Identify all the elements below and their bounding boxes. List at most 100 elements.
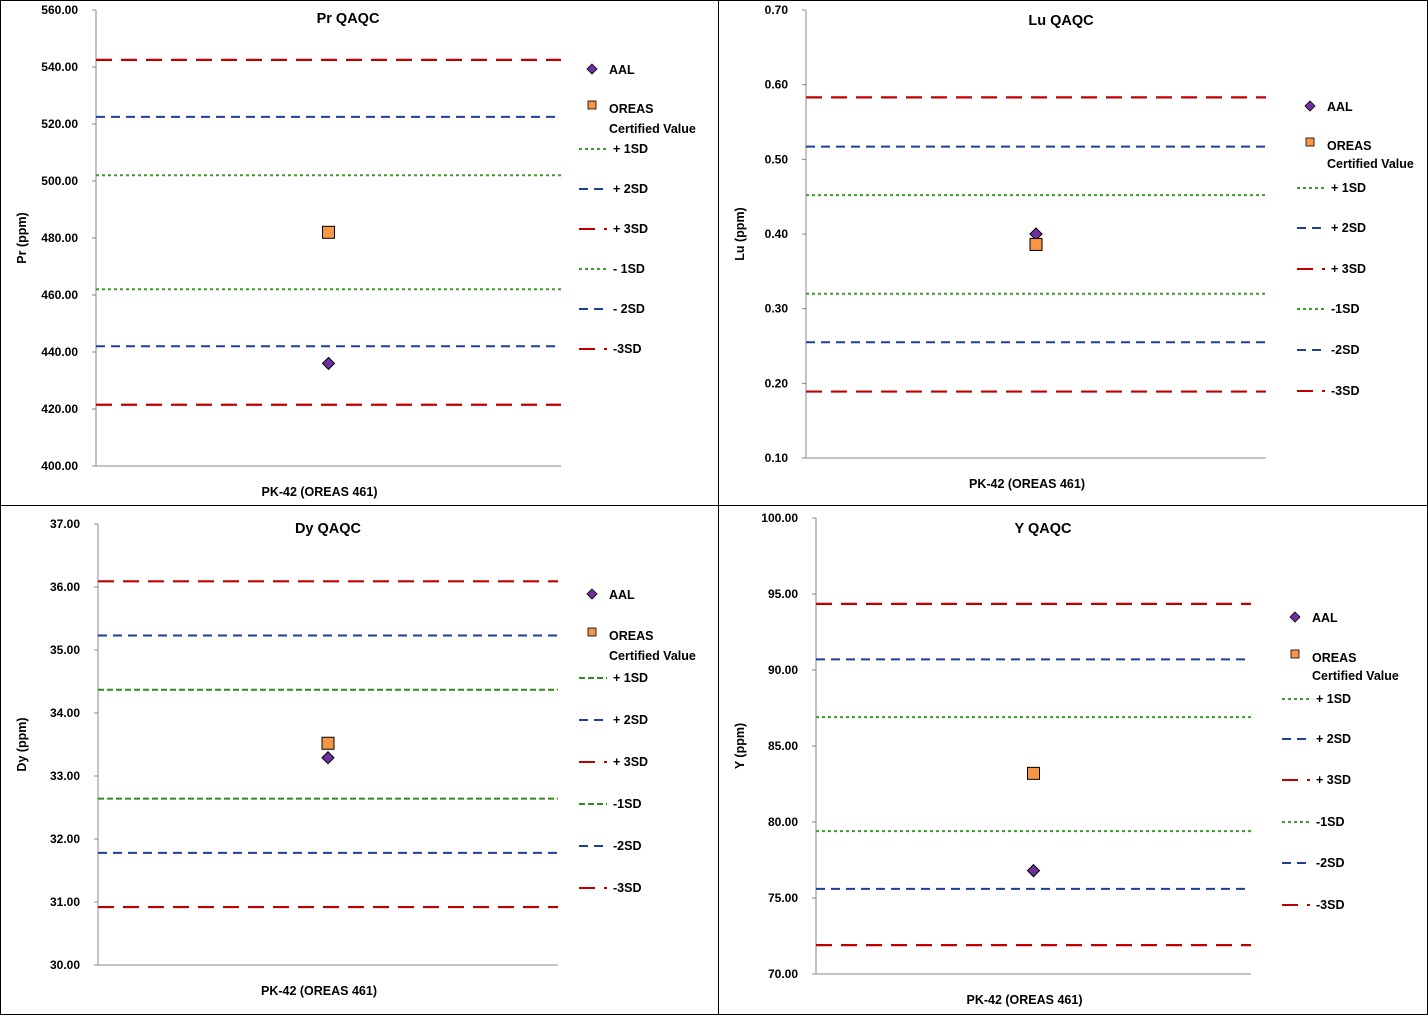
x-axis-label: PK-42 (OREAS 461) (969, 477, 1085, 491)
legend-label: + 3SD (1316, 773, 1351, 787)
y-tick-label: 85.00 (768, 739, 798, 753)
legend-label: OREAS (609, 629, 653, 643)
y-tick-label: 480.00 (41, 231, 78, 245)
y-tick-label: 90.00 (768, 663, 798, 677)
legend-label: + 3SD (613, 755, 648, 769)
y-axis-label: Pr (ppm) (15, 212, 29, 263)
chart-panel: 400.00 420.00 440.00 460.00 480.00 500.00 520.… (0, 0, 720, 507)
y-tick-label: 36.00 (50, 580, 80, 594)
x-axis-label: PK-42 (OREAS 461) (966, 993, 1082, 1007)
chart-title: Y QAQC (1015, 521, 1072, 537)
legend-label: -2SD (613, 839, 641, 853)
legend-label: + 2SD (1316, 732, 1351, 746)
y-tick-label: 75.00 (768, 891, 798, 905)
chart-svg: 400.00 420.00 440.00 460.00 480.00 500.00 520.… (15, 3, 696, 499)
legend-label: Certified Value (1327, 157, 1414, 171)
chart-title: Dy QAQC (295, 521, 362, 537)
x-axis-label: PK-42 (OREAS 461) (261, 984, 377, 998)
legend-aal-marker (1304, 100, 1316, 112)
legend-label: Certified Value (609, 122, 696, 136)
legend-aal-marker (586, 63, 598, 75)
legend-label: AAL (1327, 100, 1353, 114)
y-tick-label: 33.00 (50, 769, 80, 783)
legend-label: + 2SD (613, 182, 648, 196)
chart-title: Pr QAQC (317, 11, 380, 27)
y-tick-label: 0.60 (765, 78, 789, 92)
y-tick-label: 0.30 (765, 302, 789, 316)
y-tick-label: 30.00 (50, 958, 80, 972)
legend-label: + 1SD (1331, 181, 1366, 195)
legend-oreas-marker (1290, 649, 1300, 659)
legend-label: -3SD (613, 342, 641, 356)
y-axis-label: Lu (ppm) (733, 207, 747, 260)
legend-oreas-marker (587, 100, 597, 110)
chart-panel: 70.00 75.00 80.00 85.00 90.00 95.00 100.00 Y QA… (718, 505, 1428, 1015)
y-tick-label: 520.00 (41, 117, 78, 131)
y-tick-label: 95.00 (768, 587, 798, 601)
legend-label: OREAS (609, 102, 653, 116)
legend-label: + 1SD (1316, 692, 1351, 706)
oreas-point (322, 225, 335, 239)
y-tick-label: 0.10 (765, 451, 789, 465)
y-axis-label: Dy (ppm) (15, 717, 29, 771)
y-tick-label: 70.00 (768, 967, 798, 981)
legend-label: Certified Value (609, 649, 696, 663)
y-tick-label: 35.00 (50, 643, 80, 657)
oreas-point (1029, 237, 1043, 251)
y-tick-label: 0.20 (765, 376, 789, 390)
chart-title: Lu QAQC (1028, 13, 1094, 29)
legend-aal-marker (586, 588, 598, 600)
y-tick-label: 400.00 (41, 459, 78, 473)
chart-svg: 70.00 75.00 80.00 85.00 90.00 95.00 100.00 Y QA… (733, 511, 1399, 1007)
chart-panel: 30.00 31.00 32.00 33.00 34.00 35.00 36.00 37.00… (0, 505, 720, 1015)
legend-label: -3SD (1331, 384, 1359, 398)
y-axis-label: Y (ppm) (733, 723, 747, 769)
y-tick-label: 100.00 (761, 511, 798, 525)
y-tick-label: 500.00 (41, 174, 78, 188)
y-tick-label: 420.00 (41, 402, 78, 416)
legend-label: -1SD (1331, 302, 1359, 316)
x-axis-label: PK-42 (OREAS 461) (261, 485, 377, 499)
legend-label: -3SD (613, 881, 641, 895)
legend-label: Certified Value (1312, 669, 1399, 683)
legend-label: + 2SD (613, 713, 648, 727)
legend-label: -2SD (1331, 343, 1359, 357)
legend-label: AAL (609, 63, 635, 77)
legend-label: -2SD (1316, 856, 1344, 870)
legend-label: + 2SD (1331, 221, 1366, 235)
y-tick-label: 32.00 (50, 832, 80, 846)
y-tick-label: 560.00 (41, 3, 78, 17)
legend-label: OREAS (1312, 651, 1356, 665)
legend-label: + 3SD (613, 222, 648, 236)
y-tick-label: 0.40 (765, 227, 789, 241)
legend-label: -1SD (613, 797, 641, 811)
aal-point (1026, 863, 1041, 878)
legend-aal-marker (1289, 611, 1301, 623)
chart-panel: 0.10 0.20 0.30 0.40 0.50 0.60 0.70 Lu QAQC Lu (p… (718, 0, 1428, 507)
legend-oreas-marker (1305, 137, 1315, 147)
chart-svg: 30.00 31.00 32.00 33.00 34.00 35.00 36.00 37.00… (15, 517, 696, 998)
legend-oreas-marker (587, 627, 597, 637)
y-tick-label: 80.00 (768, 815, 798, 829)
y-tick-label: 540.00 (41, 60, 78, 74)
y-tick-label: 440.00 (41, 345, 78, 359)
oreas-point (321, 736, 335, 750)
legend-label: OREAS (1327, 139, 1371, 153)
legend-label: -3SD (1316, 898, 1344, 912)
aal-point (321, 356, 336, 371)
legend-label: AAL (1312, 611, 1338, 625)
y-tick-label: 37.00 (50, 517, 80, 531)
legend-label: + 1SD (613, 671, 648, 685)
aal-point (321, 751, 335, 765)
legend-label: - 2SD (613, 302, 645, 316)
legend-label: AAL (609, 588, 635, 602)
y-tick-label: 31.00 (50, 895, 80, 909)
legend-label: + 1SD (613, 142, 648, 156)
y-tick-label: 34.00 (50, 706, 80, 720)
y-tick-label: 0.50 (765, 152, 789, 166)
oreas-point (1027, 766, 1040, 780)
chart-svg: 0.10 0.20 0.30 0.40 0.50 0.60 0.70 Lu QAQC Lu (p… (733, 3, 1414, 491)
legend-label: -1SD (1316, 815, 1344, 829)
y-tick-label: 0.70 (765, 3, 789, 17)
